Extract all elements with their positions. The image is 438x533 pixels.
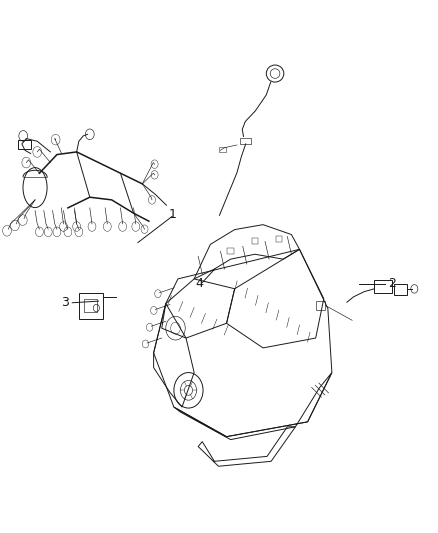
Bar [394, 284, 407, 295]
Bar [374, 280, 392, 293]
Text: 4: 4 [195, 277, 203, 290]
Text: 1: 1 [169, 208, 177, 221]
Bar [18, 140, 31, 149]
Bar [252, 238, 258, 244]
Bar [219, 147, 226, 152]
Text: 2: 2 [388, 277, 396, 290]
Bar [276, 237, 283, 243]
Bar [240, 138, 251, 144]
Bar [227, 248, 234, 254]
Text: 3: 3 [61, 296, 69, 309]
Bar [316, 301, 325, 310]
Bar [79, 293, 103, 319]
Bar [84, 299, 97, 312]
